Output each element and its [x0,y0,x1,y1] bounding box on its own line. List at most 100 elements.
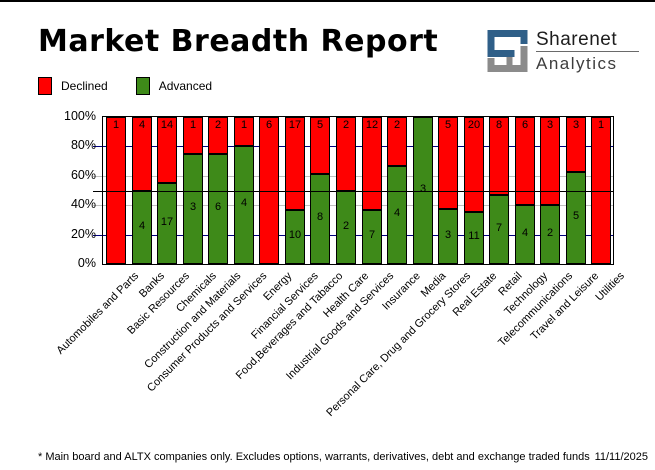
bar-declined-value: 17 [288,119,302,131]
bar-declined-value: 3 [572,119,580,131]
bar-declined-value: 1 [112,119,120,131]
bar-declined-value: 2 [214,119,222,131]
bar-declined-value: 1 [240,119,248,131]
bar-7: 17 10 [285,117,305,264]
bar-advanced-segment [438,209,458,264]
gridline-60 [103,176,613,177]
bar-10: 12 7 [362,117,382,264]
bar-declined-value: 20 [467,119,481,131]
bar-declined-value: 2 [342,119,350,131]
bar-declined-segment [591,117,611,264]
page-title: Market Breadth Report [38,24,439,59]
bar-declined-segment [387,117,407,166]
bar-advanced-segment [234,146,254,264]
bar-declined-value: 5 [444,119,452,131]
advanced-legend-label: Advanced [158,79,213,93]
y-label-40: 40% [70,197,96,211]
bar-advanced-value: 3 [444,229,452,241]
bar-declined-value: 3 [546,119,554,131]
gridline-20 [103,235,613,236]
bar-advanced-segment [464,212,484,264]
bar-declined-value: 14 [160,119,174,131]
y-tick-20 [93,235,102,236]
bar-declined-segment [464,117,484,212]
sharenet-logo: Sharenet Analytics [487,29,639,73]
bar-declined-value: 1 [597,119,605,131]
bar-declined-segment [438,117,458,209]
bar-declined-segment [132,117,152,191]
gridline-40 [103,205,613,206]
bar-declined-segment [106,117,126,264]
bar-declined-segment [540,117,560,205]
bar-declined-segment [566,117,586,172]
sharenet-logo-icon [487,30,528,72]
bar-12: 3 [413,117,433,264]
x-label-0: Automobiles and Parts [54,270,142,357]
bar-0: 1 [106,117,126,264]
y-label-60: 60% [70,168,96,182]
bar-declined-segment [183,117,203,154]
bar-declined-segment [157,117,177,183]
bar-declined-segment [362,117,382,210]
bar-14: 20 11 [464,117,484,264]
bar-2: 14 17 [157,117,177,264]
bar-advanced-value: 7 [495,222,503,234]
bar-advanced-segment [566,172,586,264]
bar-declined-segment [208,117,228,154]
bar-advanced-segment [362,210,382,264]
bar-advanced-value: 4 [521,227,529,239]
midline-50 [103,191,613,192]
bar-declined-value: 5 [316,119,324,131]
declined-legend-label: Declined [61,79,108,93]
bar-advanced-value: 4 [240,197,248,209]
bar-advanced-segment [489,195,509,264]
bar-advanced-segment [183,154,203,264]
logo-subname: Analytics [536,54,618,73]
gridline-80 [103,146,613,147]
bar-advanced-value: 2 [546,227,554,239]
bar-advanced-value: 6 [214,201,222,213]
chart-legend: Declined Advanced [38,77,212,95]
bar-declined-segment [310,117,330,174]
bar-declined-value: 12 [365,119,379,131]
top-border-line [0,0,655,2]
bar-declined-value: 2 [393,119,401,131]
y-label-80: 80% [70,138,96,152]
bar-advanced-segment [285,210,305,264]
bar-advanced-value: 17 [160,216,174,228]
bar-declined-segment [336,117,356,191]
bar-declined-segment [285,117,305,210]
bar-advanced-value: 3 [419,183,427,195]
y-tick-80 [93,146,102,147]
bar-19: 1 [591,117,611,264]
y-tick-40 [93,205,102,206]
declined-swatch [38,77,52,95]
y-label-100: 100% [64,109,96,123]
bar-advanced-value: 7 [368,229,376,241]
advanced-swatch [135,77,150,95]
bar-declined-segment [259,117,279,264]
bar-advanced-value: 3 [189,201,197,213]
bar-advanced-value: 10 [288,229,302,241]
footnote: * Main board and ALTX companies only. Ex… [38,451,590,463]
bar-declined-value: 6 [265,119,273,131]
bar-declined-segment [515,117,535,205]
bar-declined-value: 4 [138,119,146,131]
bar-advanced-segment [540,205,560,264]
logo-name: Sharenet [536,29,618,50]
bar-advanced-segment [310,174,330,264]
logo-text: Sharenet Analytics [536,29,639,73]
y-tick-60 [93,176,102,177]
report-date: 11/11/2025 [594,451,648,463]
